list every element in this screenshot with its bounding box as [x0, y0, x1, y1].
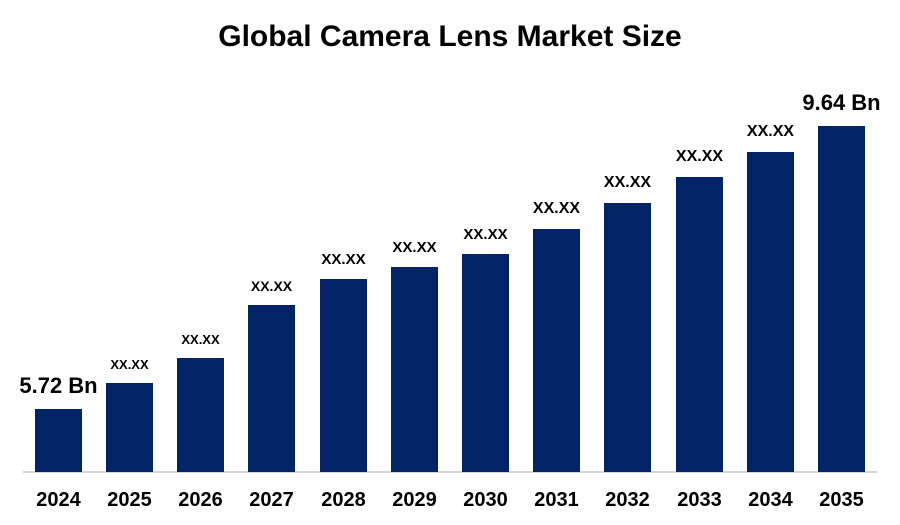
- bar: [604, 203, 651, 472]
- bar: [106, 383, 153, 472]
- bar-value-label: XX.XX: [250, 278, 293, 294]
- bar-value-label: XX.XX: [321, 251, 366, 268]
- bar-value-label: 5.72 Bn: [19, 373, 98, 398]
- x-axis-tick-label: 2030: [463, 489, 508, 511]
- chart-title: Global Camera Lens Market Size: [218, 20, 682, 53]
- x-axis-line: [23, 471, 877, 473]
- x-axis-tick-label: 2025: [107, 489, 152, 511]
- bar-value-label: XX.XX: [181, 332, 220, 347]
- bar: [320, 279, 367, 472]
- bar: [35, 409, 82, 472]
- bar-value-label: XX.XX: [532, 200, 581, 217]
- bar-value-label: XX.XX: [603, 174, 652, 191]
- bar: [533, 229, 580, 472]
- x-axis-tick-label: 2033: [677, 489, 722, 511]
- x-axis-tick-label: 2032: [605, 489, 650, 511]
- bar-value-label: XX.XX: [463, 226, 508, 243]
- bar-value-label: XX.XX: [675, 148, 724, 165]
- x-axis-tick-label: 2028: [321, 489, 366, 511]
- bar: [818, 126, 865, 472]
- bar: [391, 267, 438, 472]
- x-axis-tick-label: 2029: [392, 489, 437, 511]
- x-axis-tick-label: 2034: [748, 489, 793, 511]
- bar: [747, 152, 794, 472]
- x-axis-tick-label: 2035: [819, 489, 864, 511]
- x-axis-tick-label: 2027: [249, 489, 294, 511]
- x-axis-tick-label: 2031: [534, 489, 579, 511]
- bar-value-label: XX.XX: [392, 239, 437, 256]
- x-axis-tick-label: 2024: [36, 489, 81, 511]
- bar: [462, 254, 509, 472]
- bar-value-label: 9.64 Bn: [802, 90, 881, 115]
- bar: [248, 305, 295, 472]
- bar: [177, 358, 224, 472]
- bar-value-label: XX.XX: [110, 357, 149, 372]
- bar-value-label: XX.XX: [746, 123, 795, 140]
- x-axis-tick-label: 2026: [178, 489, 223, 511]
- bar: [676, 177, 723, 472]
